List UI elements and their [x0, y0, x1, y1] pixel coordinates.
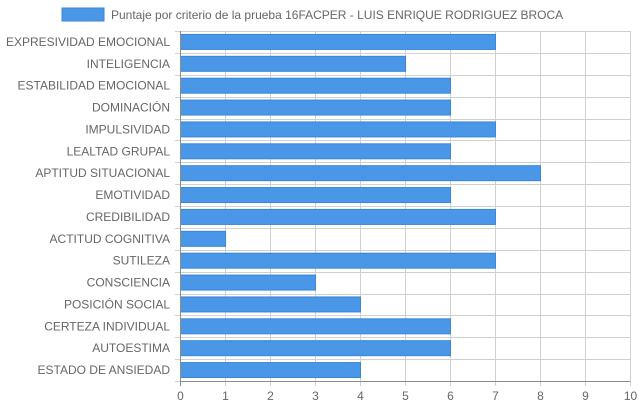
bar[interactable]: [180, 33, 496, 50]
category-label: POSICIÓN SOCIAL: [64, 296, 170, 311]
category-label: EXPRESIVIDAD EMOCIONAL: [6, 35, 170, 49]
category-label: ESTADO DE ANSIEDAD: [38, 363, 171, 377]
x-tick-label: 10: [624, 389, 638, 403]
bar[interactable]: [180, 318, 451, 335]
x-tick-labels: 0 1 2 3 4 5 6 7 8 9 10: [177, 389, 637, 403]
category-label: ACTITUD COGNITIVA: [50, 232, 170, 246]
category-labels: EXPRESIVIDAD EMOCIONAL INTELIGENCIA ESTABI…: [6, 35, 170, 377]
bar[interactable]: [180, 252, 496, 269]
category-label: DOMINACIÓN: [92, 100, 170, 115]
bar[interactable]: [180, 55, 406, 72]
category-label: INTELIGENCIA: [87, 57, 170, 71]
bar[interactable]: [180, 208, 496, 225]
bar[interactable]: [180, 121, 496, 138]
x-tick-label: 7: [492, 389, 499, 403]
legend-swatch: [61, 7, 105, 22]
x-tick-label: 6: [447, 389, 454, 403]
x-tick-label: 9: [582, 389, 589, 403]
category-label: IMPULSIVIDAD: [85, 122, 170, 136]
bar[interactable]: [180, 230, 226, 247]
bar[interactable]: [180, 274, 316, 291]
axes: [180, 31, 630, 382]
category-label: LEALTAD GRUPAL: [67, 144, 171, 158]
x-tick-label: 3: [312, 389, 319, 403]
category-label: AUTOESTIMA: [92, 341, 170, 355]
x-tick-label: 4: [357, 389, 364, 403]
bar[interactable]: [180, 362, 361, 379]
x-tick-label: 0: [177, 389, 184, 403]
bar[interactable]: [180, 143, 451, 160]
x-tick-label: 5: [402, 389, 409, 403]
bar[interactable]: [180, 99, 451, 116]
bar[interactable]: [180, 77, 451, 94]
bar[interactable]: [180, 165, 541, 182]
bar[interactable]: [180, 340, 451, 357]
x-tick-label: 8: [537, 389, 544, 403]
category-label: EMOTIVIDAD: [95, 188, 170, 202]
bar[interactable]: [180, 296, 361, 313]
category-label: CERTEZA INDIVIDUAL: [44, 319, 170, 333]
category-label: APTITUD SITUACIONAL: [35, 166, 170, 180]
x-tick-label: 1: [222, 389, 229, 403]
category-label: CREDIBILIDAD: [86, 210, 170, 224]
category-label: CONSCIENCIA: [87, 276, 170, 290]
x-tick-label: 2: [267, 389, 274, 403]
bar[interactable]: [180, 187, 451, 204]
legend: Puntaje por criterio de la prueba 16FACP…: [61, 7, 563, 22]
legend-label: Puntaje por criterio de la prueba 16FACP…: [111, 8, 563, 22]
category-label: SUTILEZA: [113, 254, 170, 268]
category-label: ESTABILIDAD EMOCIONAL: [18, 79, 171, 93]
